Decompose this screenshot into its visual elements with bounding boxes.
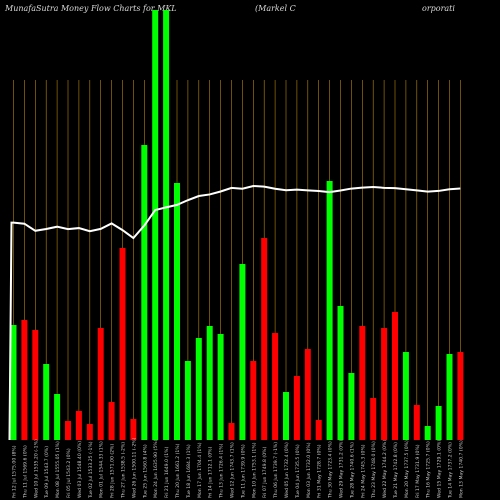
bar (326, 181, 333, 440)
bar (130, 419, 137, 440)
x-tick-label: Fri 24 May 1745.3 (0%) (360, 444, 366, 498)
x-tick-label: Tue 25 Jun 1560.8 (4%) (142, 444, 148, 499)
bar (315, 420, 322, 440)
x-tick-label: Fri 05 Jul 1543.2 (0%) (66, 448, 72, 498)
x-tick-label: Thu 13 Jun 1726.4 (1%) (219, 443, 225, 499)
price-line (8, 184, 461, 441)
x-tick-label: Mon 08 Jul 1555.05 (1%) (55, 441, 61, 498)
price-line-group (8, 184, 461, 441)
bar (283, 392, 289, 440)
bar (21, 320, 28, 440)
bar (435, 406, 442, 440)
x-tick-label: Tue 09 Jul 1543.7 (0%) (44, 446, 50, 499)
bar (370, 398, 377, 440)
x-tick-label: Mon 13 May 1740.7 (0%) (458, 440, 464, 498)
bar (402, 352, 409, 440)
bar (10, 325, 17, 440)
bar (293, 376, 300, 440)
bar (250, 361, 257, 440)
bar (413, 405, 420, 440)
x-tick-label: Fri 17 May 1731.9 (0%) (415, 444, 421, 498)
bar (381, 328, 388, 440)
bar (163, 10, 170, 440)
bar (97, 328, 104, 440)
bar (75, 411, 82, 440)
x-tick-label: Mon 24 Jun 1635.90 (5%) (153, 439, 159, 498)
chart-title-company: (Markel C (255, 4, 296, 13)
x-tick-label: Wed 03 Jul 1548.40 (0%) (77, 441, 83, 498)
bar (272, 333, 279, 440)
bar (174, 183, 180, 440)
x-tick-label: Fri 12 Jul 1575.00 (8%) (12, 445, 18, 498)
x-tick-label: Wed 05 Jun 1732.4 (0%) (284, 442, 290, 498)
bar (392, 312, 398, 440)
bar (65, 421, 71, 440)
bar (184, 361, 191, 440)
bar (141, 145, 148, 440)
x-tick-label: Fri 14 Jun 1712.1 (0%) (208, 447, 214, 498)
bar (86, 424, 93, 440)
bar (424, 426, 431, 440)
x-tick-label: Fri 28 Jun 1571.00 (2%) (110, 444, 116, 498)
x-tick-label: Thu 20 Jun 1661.2 (1%) (175, 443, 181, 499)
x-tick-label: Thu 27 Jun 1538.5 (-2%) (121, 442, 127, 499)
x-tick-label: Mon 10 Jun 1753.1 (1%) (251, 442, 257, 498)
x-tick-label: Tue 14 May 1737.2 (0%) (448, 442, 454, 499)
bar (446, 354, 453, 440)
bar (108, 402, 115, 440)
x-tick-label: Thu 06 Jun 1739.7 (-1%) (273, 442, 279, 499)
x-tick-label: Wed 15 May 1729.1 (0%) (437, 440, 443, 498)
bar (119, 248, 126, 440)
x-tick-label: Thu 23 May 1748.0 (0%) (371, 441, 377, 499)
chart-title-company-continued: orporati (422, 4, 455, 13)
bar (348, 373, 355, 440)
x-tick-label: Tue 18 Jun 1684.3 (1%) (186, 444, 192, 499)
x-tick-label: Fri 31 May 1728.7 (0%) (317, 444, 323, 498)
x-tick-label: Mon 01 Jul 1544.33 (1%) (99, 441, 105, 498)
chart-title: MunafaSutra Money Flow Charts for MKL (5, 4, 177, 13)
x-tick-label: Tue 21 May 1742.8 (0%) (393, 442, 399, 499)
x-tick-label: Wed 29 May 1731.2 (0%) (339, 440, 345, 498)
x-tick-label: Tue 11 Jun 1739.9 (0%) (240, 444, 246, 499)
x-tick-label: Thu 11 Jul 1569.6 (0%) (22, 445, 28, 499)
x-tick-label: Thu 30 May 1723.4 (0%) (328, 441, 334, 499)
x-tick-label: Wed 26 Jun 1500.11 (-2%) (131, 437, 137, 498)
bar (337, 306, 344, 440)
x-tick-label: Wed 10 Jul 1535.20 (-1%) (33, 439, 39, 498)
bar (206, 326, 213, 440)
bar (359, 326, 366, 440)
bar (228, 423, 235, 440)
bar (457, 352, 464, 440)
bar (152, 10, 159, 440)
bar (32, 330, 39, 440)
x-tick-label: Mon 03 Jun 1732.0 (0%) (306, 442, 312, 498)
x-tick-label: Wed 12 Jun 1743.7 (1%) (230, 442, 236, 498)
bar (239, 264, 246, 440)
bars (10, 10, 464, 440)
x-tick-label: Mon 20 May 1737.5 (0%) (404, 440, 410, 498)
x-tick-label: Tue 28 May 1740.6 (1%) (349, 442, 355, 499)
bar (54, 394, 61, 440)
x-tick-label: Tue 02 Jul 1533.25 (-1%) (88, 441, 94, 499)
bar (304, 349, 311, 440)
bar (217, 334, 224, 440)
x-tick-label: Fri 21 Jun 1649.0 (1%) (164, 447, 170, 498)
x-tick-label: Wed 22 May 1744.2 (0%) (382, 440, 388, 498)
bar (195, 338, 202, 440)
bar (261, 238, 268, 440)
x-tick-label: Tue 04 Jun 1735.5 (0%) (295, 444, 301, 499)
x-tick-label: Mon 17 Jun 1704.4 (1%) (197, 442, 203, 498)
bar (43, 364, 50, 440)
x-tick-label: Thu 16 May 1725.7 (0%) (426, 441, 432, 499)
x-tick-label: Fri 07 Jun 1749.8 (0%) (262, 447, 268, 498)
x-tick-labels: Fri 12 Jul 1575.00 (8%) Thu 11 Jul 1569.6… (12, 437, 465, 499)
